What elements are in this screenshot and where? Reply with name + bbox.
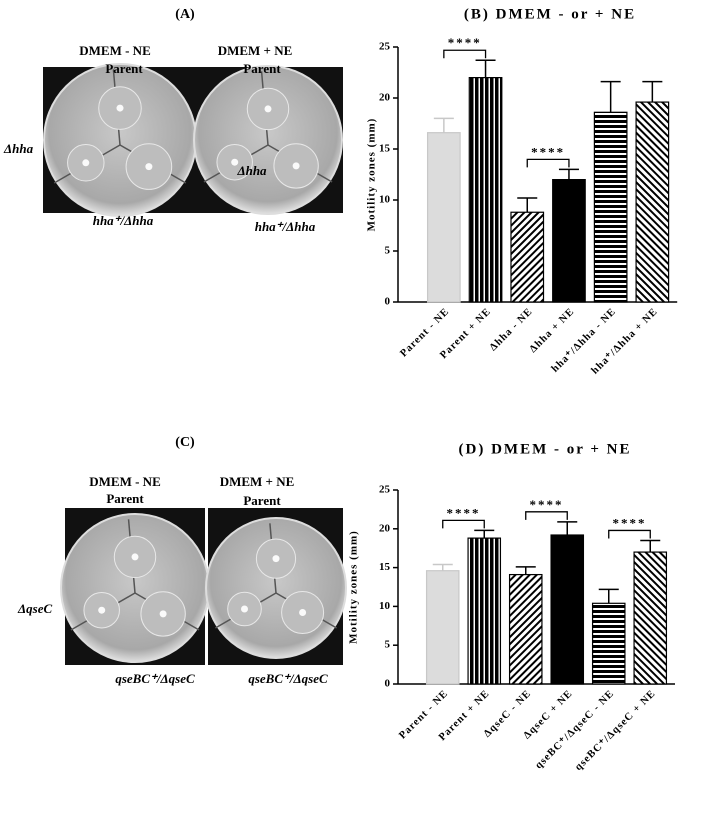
y-tick-label: 10 — [379, 600, 391, 612]
plate-top-label: Parent — [243, 493, 281, 508]
y-tick-label: 0 — [385, 296, 391, 308]
plate-bottom-label: qseBC⁺/ΔqseC — [115, 671, 195, 686]
plate-side-label: ΔqseC — [17, 601, 52, 616]
colony — [231, 158, 239, 166]
photo-panels: (A) DMEM - NE Parent DMEM + NE Parent Δhha hha… — [3, 7, 347, 686]
plate-top-label: Parent — [105, 61, 143, 76]
colony — [131, 553, 139, 561]
colony — [264, 105, 272, 113]
bar — [468, 76, 503, 303]
significance-bracket — [442, 519, 485, 529]
chart-title: (D) DMEM - or + NE — [459, 441, 632, 457]
significance-label: **** — [531, 144, 565, 159]
y-tick-label: 15 — [379, 143, 391, 155]
plate-condition: DMEM - NE — [79, 43, 151, 58]
significance-label: **** — [447, 505, 481, 520]
y-axis-label: Motility zones (mm) — [366, 118, 378, 232]
bar — [426, 132, 461, 303]
plate-bottom-label: hha⁺/Δhha — [93, 213, 154, 228]
colony — [82, 159, 90, 167]
bar — [467, 537, 502, 685]
significance-label: **** — [613, 515, 647, 530]
y-tick-label: 10 — [379, 194, 391, 206]
plate-top-label: Parent — [106, 491, 144, 506]
plate-bottom-label: hha⁺/Δhha — [255, 219, 316, 234]
bar — [633, 551, 668, 685]
colony — [241, 605, 248, 613]
significance-bracket — [526, 158, 570, 168]
bar — [593, 111, 628, 303]
plate-condition: DMEM - NE — [89, 474, 161, 489]
y-tick-label: 5 — [385, 639, 391, 651]
x-tick-label: qseBC⁺/ΔqseC + NE — [573, 688, 658, 773]
plate-condition: DMEM + NE — [218, 43, 293, 58]
x-tick-label: qseBC⁺/ΔqseC - NE — [533, 688, 616, 771]
colony — [292, 162, 300, 170]
bar — [508, 573, 543, 685]
bar — [425, 570, 460, 685]
significance-bracket — [608, 529, 651, 539]
colony — [98, 606, 106, 614]
colony — [159, 610, 167, 618]
panel-label: (C) — [175, 435, 195, 450]
plate-side-label: Δhha — [3, 141, 34, 156]
plate-condition: DMEM + NE — [220, 474, 295, 489]
colony — [116, 104, 124, 112]
y-tick-label: 20 — [379, 92, 391, 104]
bar — [635, 101, 670, 303]
y-tick-label: 15 — [379, 561, 391, 573]
significance-label: **** — [448, 35, 482, 50]
y-axis-label: Motility zones (mm) — [348, 530, 360, 644]
plate-top-label: Parent — [243, 61, 281, 76]
bar — [510, 211, 545, 303]
y-tick-label: 20 — [379, 522, 391, 534]
y-tick-label: 5 — [385, 245, 391, 257]
plate-bottom-label: qseBC⁺/ΔqseC — [248, 671, 328, 686]
colony — [145, 163, 153, 171]
y-tick-label: 0 — [385, 678, 391, 690]
bar — [550, 534, 585, 685]
colony — [272, 555, 280, 563]
chart-title: (B) DMEM - or + NE — [464, 6, 636, 22]
significance-bracket — [525, 511, 568, 520]
significance-bracket — [443, 49, 487, 59]
bar — [552, 179, 586, 303]
y-tick-label: 25 — [379, 484, 391, 496]
significance-label: **** — [530, 497, 564, 512]
colony — [299, 609, 307, 616]
bar — [591, 602, 626, 685]
plate-side-label: Δhha — [236, 163, 267, 178]
y-tick-label: 25 — [379, 41, 391, 53]
panel-label: (A) — [175, 7, 195, 22]
